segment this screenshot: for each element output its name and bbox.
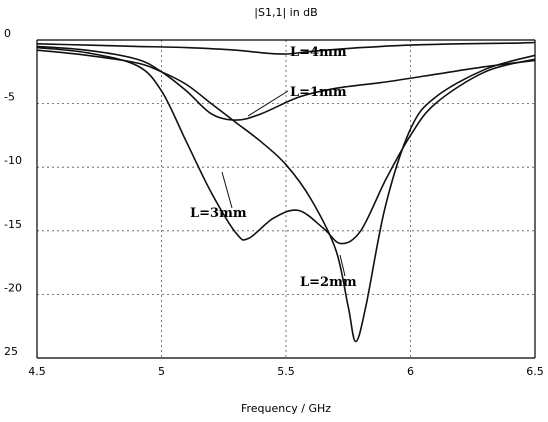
plot-frame (36, 39, 536, 359)
x-tick-label: 5 (158, 365, 165, 378)
y-tick-label: 0 (4, 27, 11, 40)
chart-title: |S1,1| in dB (254, 6, 317, 19)
curve-label-l-4mm: L=4mm (290, 45, 347, 60)
annotation-leader (221, 171, 233, 209)
series-line-l-2mm (36, 49, 536, 343)
x-axis-label: Frequency / GHz (241, 402, 331, 415)
y-tick-label: -15 (4, 218, 22, 231)
y-tick-label: 25 (4, 345, 18, 358)
series-line-l-1mm (36, 45, 536, 121)
series-line-l-4mm (36, 41, 536, 55)
annotation-leader (339, 254, 346, 277)
curve-label-l-2mm: L=2mm (300, 275, 357, 290)
curve-annotations: L=4mm L=1mm L=3mm L=2mm (190, 45, 357, 290)
x-tick-label: 5.5 (277, 365, 295, 378)
series-line-l-3mm (36, 46, 536, 245)
x-tick-label: 4.5 (28, 365, 46, 378)
annotation-leader (247, 90, 289, 117)
y-tick-label: -20 (4, 281, 22, 294)
grid-lines (37, 40, 535, 358)
x-tick-label: 6 (407, 365, 414, 378)
series-curves (36, 41, 536, 343)
y-tick-label: -10 (4, 154, 22, 167)
curve-label-l-1mm: L=1mm (290, 85, 347, 100)
curve-label-l-3mm: L=3mm (190, 206, 247, 221)
y-tick-label: -5 (4, 91, 15, 104)
tick-labels: 4.5 5 5.5 6 6.5 0 -5 -10 -15 -20 25 (4, 27, 544, 378)
x-tick-label: 6.5 (526, 365, 544, 378)
